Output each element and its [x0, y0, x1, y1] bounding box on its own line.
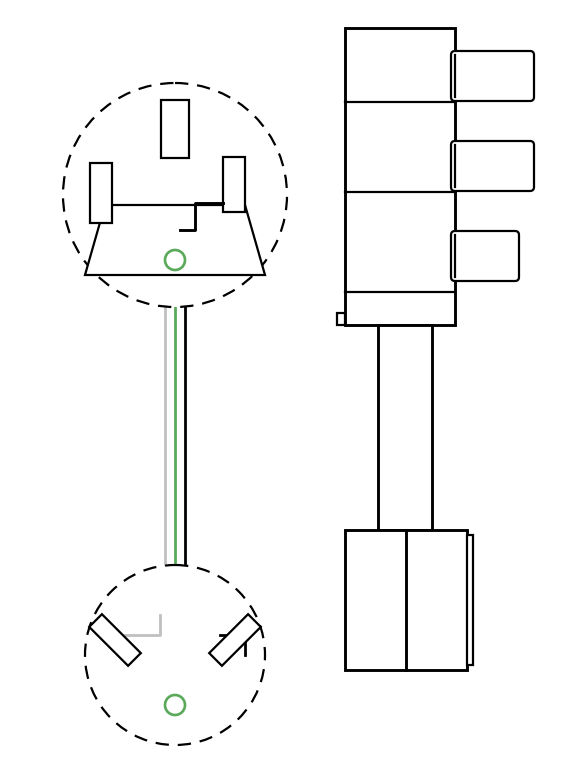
Bar — [345, 530, 467, 670]
Polygon shape — [89, 614, 141, 666]
Circle shape — [165, 695, 185, 715]
Bar — [223, 157, 245, 212]
Circle shape — [63, 83, 287, 307]
Polygon shape — [209, 614, 261, 666]
FancyBboxPatch shape — [451, 231, 519, 281]
Circle shape — [85, 565, 265, 745]
Bar — [467, 535, 473, 665]
Polygon shape — [85, 205, 265, 275]
Bar — [161, 100, 189, 158]
Bar — [90, 163, 112, 223]
Bar — [337, 313, 345, 325]
Circle shape — [165, 250, 185, 270]
FancyBboxPatch shape — [451, 51, 534, 101]
Bar — [345, 28, 455, 325]
Bar — [378, 325, 432, 530]
FancyBboxPatch shape — [451, 141, 534, 191]
